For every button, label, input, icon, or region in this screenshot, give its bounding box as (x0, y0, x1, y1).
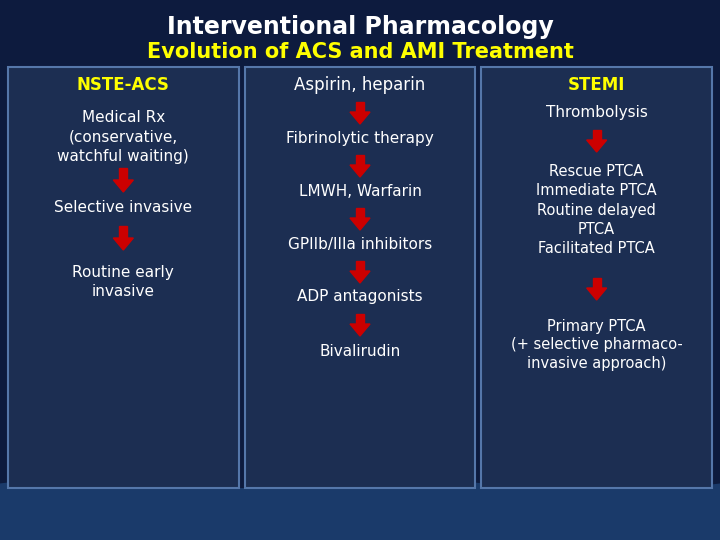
Polygon shape (593, 278, 600, 288)
Polygon shape (350, 112, 370, 124)
Polygon shape (356, 155, 364, 165)
FancyBboxPatch shape (0, 488, 720, 540)
Text: Thrombolysis: Thrombolysis (546, 105, 647, 119)
Text: Interventional Pharmacology: Interventional Pharmacology (166, 15, 554, 39)
Polygon shape (113, 238, 133, 250)
FancyBboxPatch shape (8, 67, 238, 488)
FancyBboxPatch shape (482, 67, 712, 488)
Polygon shape (356, 261, 364, 271)
Polygon shape (350, 324, 370, 336)
Text: Selective invasive: Selective invasive (54, 199, 192, 214)
Polygon shape (120, 168, 127, 180)
Text: GPIIb/IIIa inhibitors: GPIIb/IIIa inhibitors (288, 237, 432, 252)
Text: Primary PTCA
(+ selective pharmaco-
invasive approach): Primary PTCA (+ selective pharmaco- inva… (510, 319, 683, 371)
Text: STEMI: STEMI (568, 76, 626, 94)
Polygon shape (120, 226, 127, 238)
FancyBboxPatch shape (245, 67, 475, 488)
Polygon shape (593, 130, 600, 140)
Polygon shape (587, 140, 607, 152)
Polygon shape (356, 102, 364, 112)
Polygon shape (350, 218, 370, 230)
Text: ADP antagonists: ADP antagonists (297, 289, 423, 305)
Text: Bivalirudin: Bivalirudin (320, 345, 400, 360)
Text: Fibrinolytic therapy: Fibrinolytic therapy (286, 131, 434, 145)
Text: Aspirin, heparin: Aspirin, heparin (294, 76, 426, 94)
Polygon shape (350, 271, 370, 283)
Polygon shape (356, 314, 364, 324)
Text: LMWH, Warfarin: LMWH, Warfarin (299, 184, 421, 199)
Polygon shape (587, 288, 607, 300)
Polygon shape (356, 208, 364, 218)
Text: Rescue PTCA
Immediate PTCA
Routine delayed
PTCA
Facilitated PTCA: Rescue PTCA Immediate PTCA Routine delay… (536, 164, 657, 256)
Polygon shape (350, 165, 370, 177)
Polygon shape (113, 180, 133, 192)
Text: NSTE-ACS: NSTE-ACS (77, 76, 170, 94)
Text: Medical Rx
(conservative,
watchful waiting): Medical Rx (conservative, watchful waiti… (58, 110, 189, 164)
Text: Evolution of ACS and AMI Treatment: Evolution of ACS and AMI Treatment (147, 42, 573, 62)
Text: Routine early
invasive: Routine early invasive (73, 265, 174, 299)
